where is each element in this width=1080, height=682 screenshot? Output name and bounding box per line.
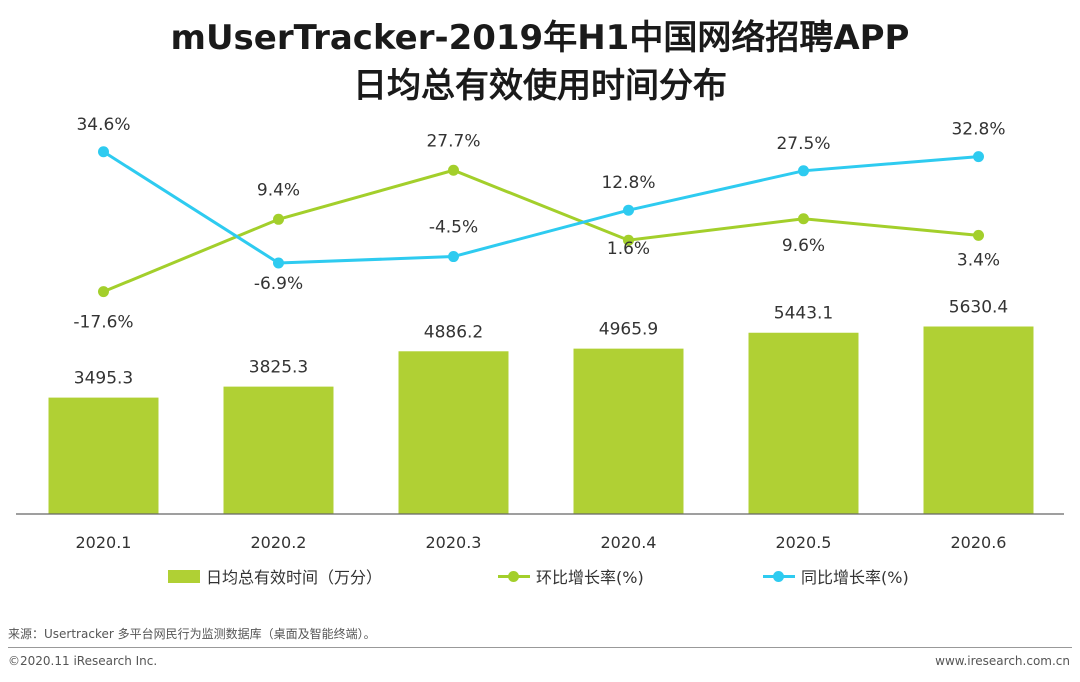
yoy-point-2020.3 (448, 251, 459, 263)
chart-title: mUserTracker-2019年H1中国网络招聘APP 日均总有效使用时间分… (0, 14, 1080, 110)
source-note: 来源：Usertracker 多平台网民行为监测数据库（桌面及智能终端）。 (8, 627, 376, 641)
bar-2020.1 (48, 397, 159, 514)
yoy-label-2020.6: 32.8% (951, 120, 1005, 140)
yoy-point-2020.4 (623, 204, 634, 216)
bar-2020.5 (748, 332, 859, 514)
legend-label-mom: 环比增长率(%) (536, 568, 644, 587)
bar-label-2020.3: 4886.2 (424, 322, 483, 342)
mom-line (102, 168, 979, 294)
website-link[interactable]: www.iresearch.com.cn (935, 654, 1070, 668)
bar-label-2020.4: 4965.9 (599, 320, 658, 340)
x-tick-label-2020.2: 2020.2 (251, 533, 307, 552)
bar-2020.2 (223, 386, 334, 514)
mom-point-2020.5 (798, 213, 809, 225)
yoy-label-2020.2: -6.9% (254, 274, 303, 294)
bar-2020.3 (398, 351, 509, 514)
chart-title-line-2: 日均总有效使用时间分布 (353, 66, 727, 106)
x-tick-label-2020.3: 2020.3 (426, 533, 482, 552)
yoy-point-2020.2 (273, 257, 284, 269)
mom-point-2020.4 (623, 234, 634, 246)
x-tick-label-2020.4: 2020.4 (601, 533, 657, 552)
combo-chart: 3495.3 3825.3 4886.2 4965.9 5443.1 5630.4 2020… (16, 115, 1064, 552)
yoy-point-2020.6 (973, 151, 984, 163)
mom-point-2020.2 (273, 213, 284, 225)
mom-label-2020.6: 3.4% (957, 250, 1000, 270)
footer-divider (8, 647, 1072, 648)
yoy-label-2020.1: 34.6% (76, 115, 130, 135)
bar-2020.4 (573, 348, 684, 514)
legend-item-mom: 环比增长率(%) (498, 564, 644, 588)
bar-label-2020.6: 5630.4 (949, 298, 1008, 318)
bar-2020.6 (923, 326, 1034, 514)
mom-point-2020.1 (98, 286, 109, 298)
x-tick-label-2020.5: 2020.5 (776, 533, 832, 552)
legend-swatch-mom (498, 570, 530, 583)
copyright-text: ©2020.11 iResearch Inc. (8, 654, 158, 668)
mom-label-2020.5: 9.6% (782, 236, 825, 256)
mom-label-2020.4: 1.6% (607, 239, 650, 259)
x-tick-label-2020.1: 2020.1 (76, 533, 132, 552)
bar-label-2020.2: 3825.3 (249, 358, 308, 378)
legend-label-bar: 日均总有效时间（万分） (206, 568, 383, 587)
yoy-line (102, 150, 979, 265)
yoy-label-2020.3: -4.5% (429, 218, 478, 238)
x-tick-label-2020.6: 2020.6 (951, 533, 1007, 552)
mom-label-2020.2: 9.4% (257, 180, 300, 200)
chart-legend: 日均总有效时间（万分） 环比增长率(%) 同比增长率(%) (0, 564, 1080, 588)
mom-point-2020.3 (448, 164, 459, 176)
bar-label-2020.5: 5443.1 (774, 304, 833, 324)
legend-swatch-yoy (763, 570, 795, 583)
bar-label-2020.1: 3495.3 (74, 369, 133, 389)
yoy-point-2020.1 (98, 146, 109, 158)
chart-title-line-1: mUserTracker-2019年H1中国网络招聘APP (170, 18, 910, 58)
legend-swatch-bar (168, 569, 200, 583)
legend-item-bar: 日均总有效时间（万分） (168, 564, 382, 588)
legend-item-yoy: 同比增长率(%) (763, 564, 909, 588)
legend-label-yoy: 同比增长率(%) (801, 568, 909, 587)
yoy-point-2020.5 (798, 165, 809, 177)
yoy-label-2020.4: 12.8% (601, 173, 655, 193)
yoy-label-2020.5: 27.5% (776, 134, 830, 154)
mom-label-2020.1: -17.6% (73, 313, 133, 333)
mom-point-2020.6 (973, 229, 984, 241)
mom-label-2020.3: 27.7% (426, 131, 480, 151)
